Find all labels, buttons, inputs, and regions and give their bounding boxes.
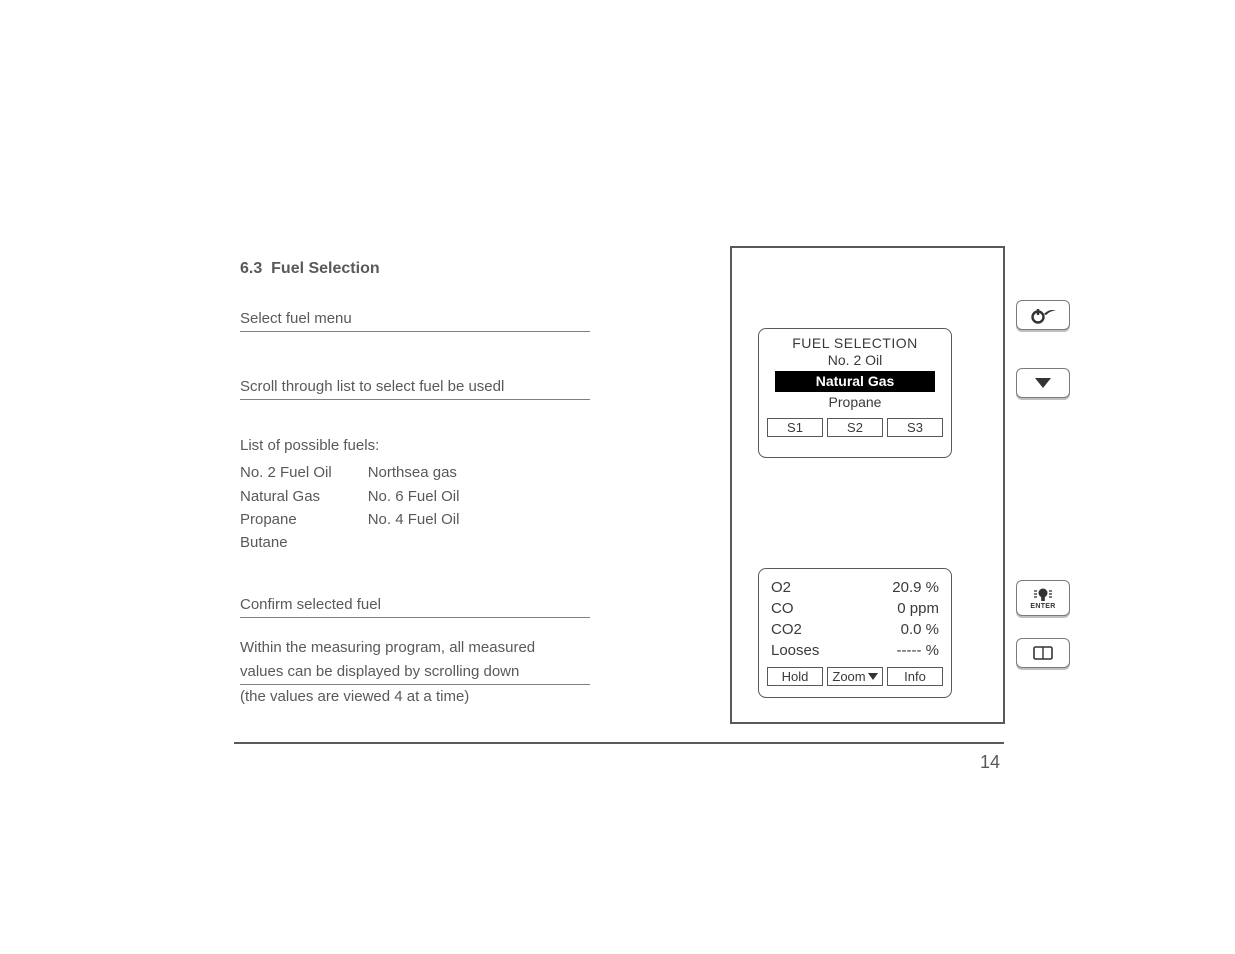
meas-value: ----- % [897, 640, 939, 661]
chevron-down-icon [868, 673, 878, 681]
fuel-selection-screen: FUEL SELECTION No. 2 Oil Natural Gas Pro… [758, 328, 952, 458]
power-key-button[interactable] [1016, 300, 1070, 330]
softkey-s2[interactable]: S2 [827, 418, 883, 437]
para-line: (the values are viewed 4 at a time) [240, 688, 469, 705]
softkey-info[interactable]: Info [887, 667, 943, 686]
screen-title: FUEL SELECTION [765, 335, 945, 351]
fuel-option[interactable]: No. 2 Oil [765, 351, 945, 370]
meas-label: Looses [771, 640, 819, 661]
display-button[interactable] [1016, 638, 1070, 668]
meas-value: 20.9 % [892, 577, 939, 598]
step-select-menu: Select fuel menu [240, 308, 590, 332]
device-panel: FUEL SELECTION No. 2 Oil Natural Gas Pro… [730, 246, 1005, 724]
footer-rule [234, 742, 1004, 744]
fuel-item: No. 6 Fuel Oil [368, 485, 460, 508]
step-confirm: Confirm selected fuel [240, 594, 590, 618]
softkey-label: Info [904, 669, 926, 684]
meas-row: Looses ----- % [771, 640, 939, 661]
fuel-item: Northsea gas [368, 461, 460, 484]
enter-button[interactable]: ENTER [1016, 580, 1070, 616]
display-icon [1031, 645, 1055, 661]
section-number: 6.3 [240, 260, 262, 277]
meas-label: CO2 [771, 619, 802, 640]
fuel-item: No. 2 Fuel Oil [240, 461, 332, 484]
softkey-label: S2 [847, 420, 863, 435]
fuel-option[interactable]: Propane [765, 393, 945, 412]
softkey-label: S1 [787, 420, 803, 435]
meas-label: CO [771, 598, 794, 619]
softkey-s1[interactable]: S1 [767, 418, 823, 437]
meas-row: CO2 0.0 % [771, 619, 939, 640]
meas-row: CO 0 ppm [771, 598, 939, 619]
down-arrow-icon [1033, 376, 1053, 390]
meas-label: O2 [771, 577, 791, 598]
enter-label: ENTER [1030, 603, 1055, 610]
softkey-label: Zoom [832, 669, 865, 684]
para-line: values can be displayed by scrolling dow… [240, 660, 590, 685]
section-name: Fuel Selection [271, 260, 379, 277]
meas-row: O2 20.9 % [771, 577, 939, 598]
softkey-label: Hold [782, 669, 809, 684]
page-number: 14 [980, 752, 1000, 773]
softkey-hold[interactable]: Hold [767, 667, 823, 686]
fuel-item: No. 4 Fuel Oil [368, 508, 460, 531]
fuel-item: Propane [240, 508, 332, 531]
fuel-item: Butane [240, 531, 332, 554]
enter-bulb-icon [1032, 586, 1054, 602]
step-scroll-list: Scroll through list to select fuel be us… [240, 376, 590, 400]
meas-value: 0 ppm [897, 598, 939, 619]
down-arrow-button[interactable] [1016, 368, 1070, 398]
softkey-zoom[interactable]: Zoom [827, 667, 883, 686]
fuel-option-selected[interactable]: Natural Gas [775, 371, 935, 392]
measurement-screen: O2 20.9 % CO 0 ppm CO2 0.0 % Looses ----… [758, 568, 952, 698]
meas-value: 0.0 % [901, 619, 939, 640]
fuel-item: Natural Gas [240, 485, 332, 508]
softkey-s3[interactable]: S3 [887, 418, 943, 437]
softkey-label: S3 [907, 420, 923, 435]
para-line: Within the measuring program, all measur… [240, 639, 535, 656]
power-key-icon [1028, 306, 1058, 324]
